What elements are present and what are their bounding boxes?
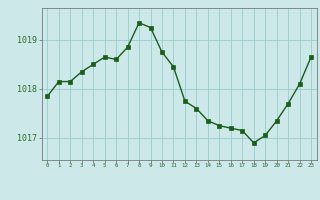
Text: Graphe pression niveau de la mer (hPa): Graphe pression niveau de la mer (hPa) bbox=[58, 183, 262, 192]
